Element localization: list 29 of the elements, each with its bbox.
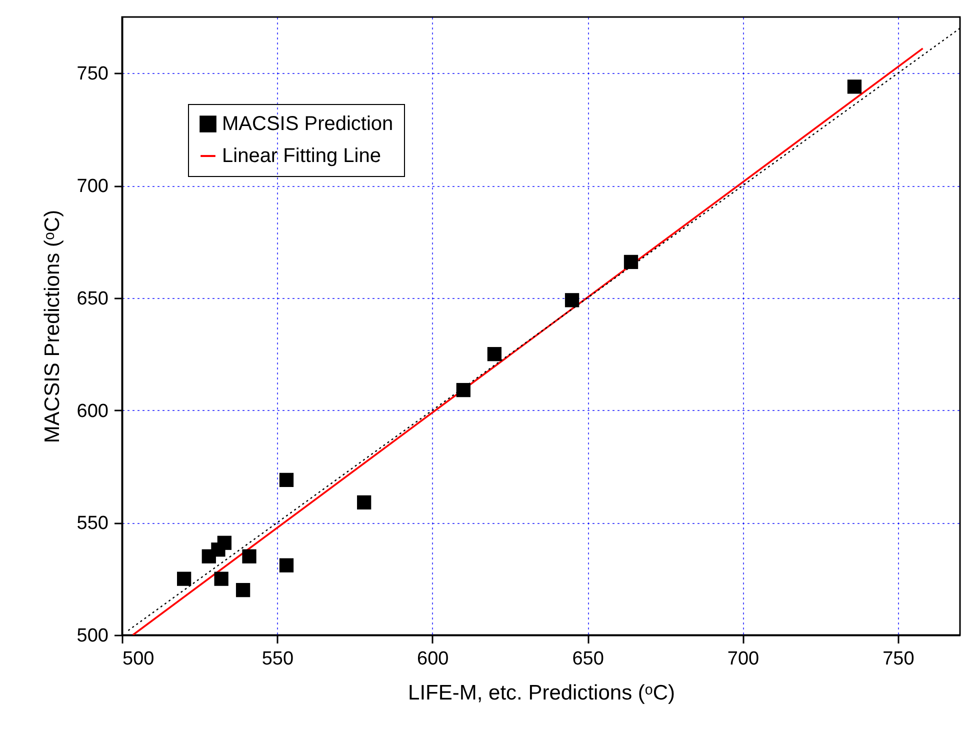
point [564,293,580,308]
point [177,572,192,586]
y-tick-label: 650 [76,288,108,310]
point [487,347,502,362]
legend-label: Linear Fitting Line [222,145,381,167]
point [456,382,470,398]
x-axis-title: LIFE-M, etc. Predictions (ᵒC) [408,682,675,704]
x-tick-label: 650 [572,648,604,670]
x-tick-label: 600 [417,648,449,670]
y-tick-label: 700 [76,176,108,198]
point [847,80,862,94]
y-tick-label: 550 [76,513,108,534]
point [236,582,250,598]
point [357,495,372,510]
x-tick-label: 500 [122,648,154,670]
y-tick-label: 500 [76,626,108,646]
x-tick-label: 550 [262,648,294,670]
y-tick-label: 750 [76,64,108,85]
y-tick-label: 600 [76,400,108,422]
legend-label: MACSIS Prediction [222,113,394,135]
point [279,558,294,572]
point [217,536,232,550]
point [279,472,294,488]
x-tick-label: 750 [882,648,914,670]
point [624,254,638,270]
point [214,572,228,586]
point [242,549,256,564]
x-tick-label: 700 [727,648,760,670]
y-axis-title: MACSIS Predictions (ᵒC) [40,210,64,444]
